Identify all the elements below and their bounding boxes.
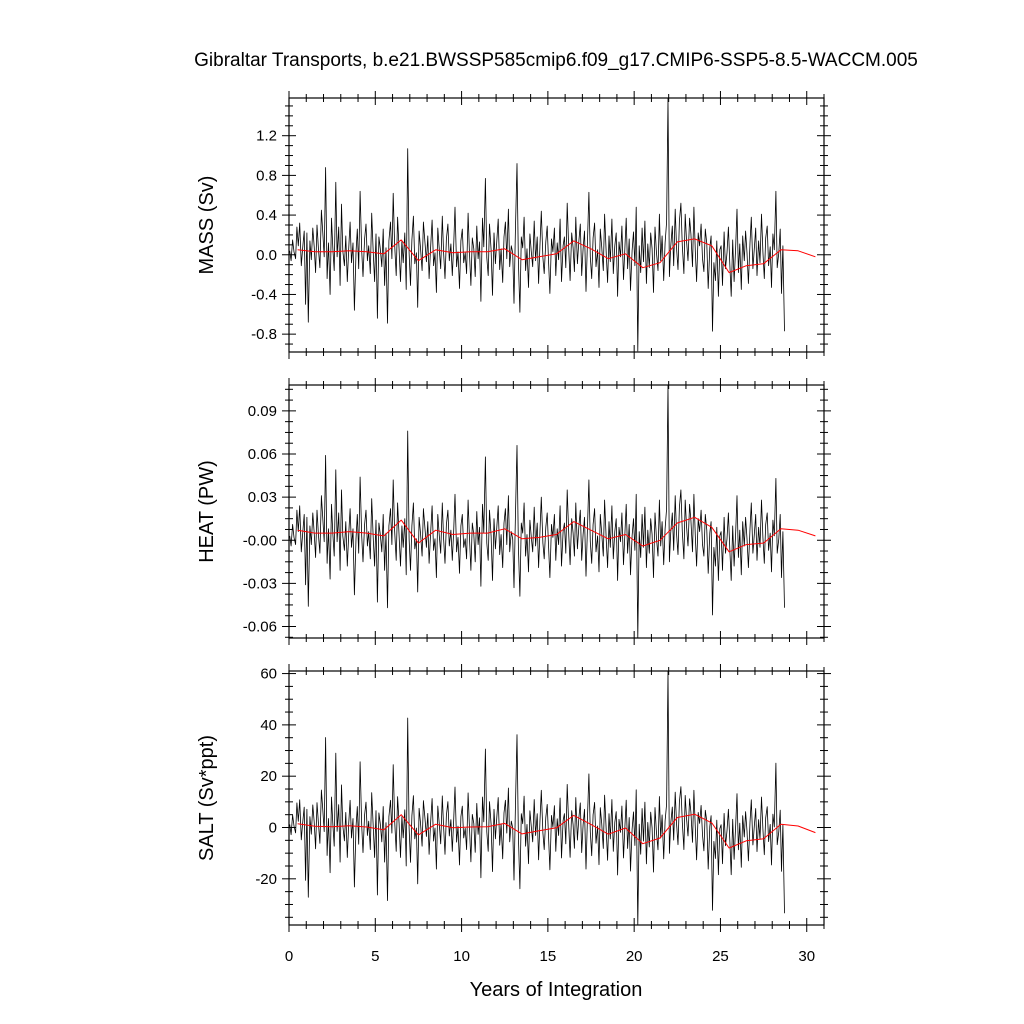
x-tick-label: 30 <box>798 948 815 965</box>
panel-heat: -0.06 -0.03 -0.00 0.03 0.06 0.09 HEAT (PW) <box>196 378 831 645</box>
panel-mass: -0.8 -0.4 0.0 0.4 0.8 1.2 MASS (Sv) <box>196 91 831 359</box>
plot-frame <box>288 670 825 926</box>
chart-title: Gibraltar Transports, b.e21.BWSSP585cmip… <box>194 50 918 71</box>
monthly-series-line <box>289 385 785 638</box>
y-axis-label: HEAT (PW) <box>196 460 218 563</box>
y-tick-label: -0.00 <box>243 532 277 549</box>
y-tick-label: 60 <box>260 666 277 683</box>
y-tick-label: -0.06 <box>243 619 277 636</box>
y-tick-label: 20 <box>260 768 277 785</box>
x-axis-label: Years of Integration <box>470 979 643 1001</box>
y-tick-label: -20 <box>255 871 277 888</box>
y-tick-label: 0 <box>269 820 277 837</box>
y-tick-label: 0.0 <box>256 247 277 264</box>
x-tick-label: 10 <box>453 948 470 965</box>
y-axis-label: SALT (Sv*ppt) <box>196 735 218 861</box>
panel-salt: -20 0 20 40 60 SALT (Sv*ppt) 0 5 10 15 20 25 30 <box>196 664 831 965</box>
y-tick-label: 0.09 <box>248 403 277 420</box>
y-tick-label: 0.03 <box>248 489 277 506</box>
y-axis-label: MASS (Sv) <box>196 176 218 275</box>
y-tick-label: -0.4 <box>251 286 277 303</box>
y-tick-label: 0.4 <box>256 207 277 224</box>
plot-frame <box>288 97 825 353</box>
annual-mean-line <box>297 238 816 274</box>
y-tick-label: 0.06 <box>248 446 277 463</box>
x-tick-label: 15 <box>540 948 557 965</box>
series-group <box>289 385 816 638</box>
annual-mean-line <box>297 813 816 849</box>
x-tick-label: 25 <box>712 948 729 965</box>
series-group <box>289 98 816 352</box>
y-tick-label: 1.2 <box>256 128 277 145</box>
y-tick-label: -0.03 <box>243 575 277 592</box>
annual-mean-line <box>297 516 816 553</box>
y-tick-label: 0.8 <box>256 167 277 184</box>
monthly-series-line <box>289 671 785 925</box>
monthly-series-line <box>289 98 785 352</box>
y-tick-label: 40 <box>260 717 277 734</box>
x-tick-label: 20 <box>626 948 643 965</box>
plot-frame <box>288 384 825 639</box>
y-tick-label: -0.8 <box>251 326 277 343</box>
x-tick-label: 5 <box>371 948 379 965</box>
x-tick-label: 0 <box>285 948 293 965</box>
series-group <box>289 671 816 925</box>
